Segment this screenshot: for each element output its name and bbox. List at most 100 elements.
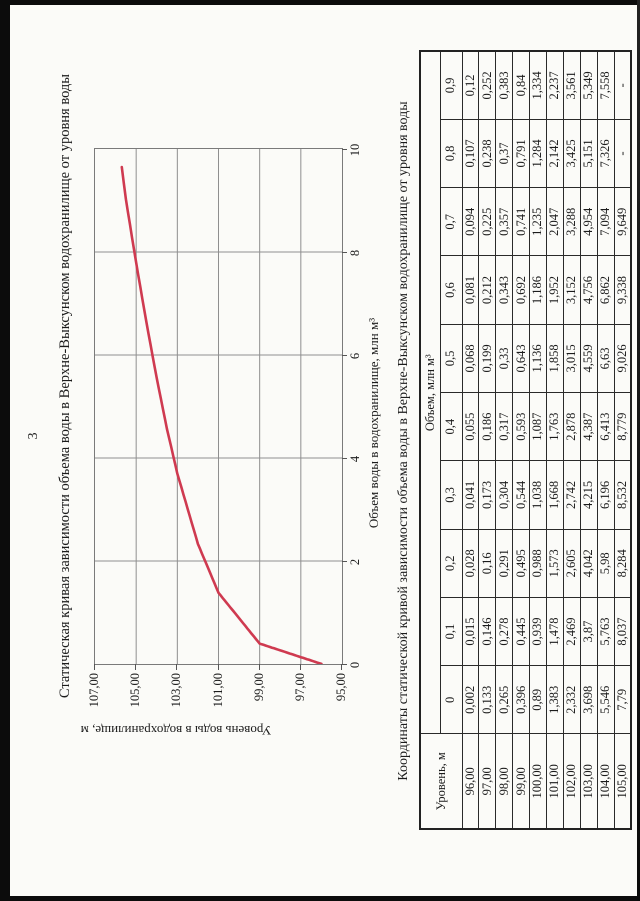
volume-cell: 0,212 [478, 255, 496, 325]
volume-cell: 0,291 [495, 529, 513, 598]
volume-cell: 0,593 [512, 392, 530, 461]
volume-cell: 7,326 [597, 119, 615, 188]
x-axis-title: Объем воды в водохранилище, млн м³ [366, 317, 381, 529]
x-tick-mark [342, 664, 347, 665]
x-axis-tick-label: 6 [348, 352, 362, 360]
volume-cell: 0,495 [512, 529, 530, 598]
level-header-cell: Уровень, м [420, 734, 462, 829]
volume-cell: 0,173 [478, 460, 496, 530]
volume-cell: 0,304 [495, 460, 513, 530]
volume-cell: 7,558 [597, 50, 615, 120]
volume-cell: 6,413 [597, 392, 615, 461]
volume-cell: 4,042 [580, 529, 598, 598]
volume-cell: 2,142 [546, 119, 564, 188]
volume-cell: 2,332 [563, 665, 581, 734]
chart-plot-area [94, 148, 343, 665]
table-row: 102,00 2,332 2,469 2,605 2,742 2,878 3,015 3,15… [563, 50, 581, 829]
x-tick-mark [342, 355, 347, 356]
volume-cell: 8,037 [614, 597, 631, 666]
volume-subheader-cell: 0,3 [440, 460, 462, 530]
level-cell: 104,00 [597, 734, 615, 829]
table-row: 98,00 0,265 0,278 0,291 0,304 0,317 0,33 0,343 0… [495, 50, 513, 829]
volume-cell: 0,015 [462, 597, 479, 666]
volume-cell: 0,225 [478, 187, 496, 256]
volume-cell: 7,094 [597, 187, 615, 256]
volume-cell: 2,469 [563, 597, 581, 666]
level-cell: 105,00 [614, 734, 631, 829]
volume-cell: 9,338 [614, 255, 631, 325]
volume-cell: 4,954 [580, 187, 598, 256]
volume-cell: 0,146 [478, 597, 496, 666]
volume-cell: 4,387 [580, 392, 598, 461]
x-tick-mark [342, 252, 347, 253]
volume-cell: 0,041 [462, 460, 479, 530]
volume-cell: 0,068 [462, 324, 479, 393]
curve-line [120, 165, 323, 664]
chart-title: Статическая кривая зависимости объема во… [57, 73, 73, 699]
volume-cell: 3,698 [580, 665, 598, 734]
level-cell: 100,00 [529, 734, 547, 829]
volume-cell: 3,425 [563, 119, 581, 188]
x-tick-mark [342, 149, 347, 150]
volume-cell: 0,186 [478, 392, 496, 461]
coordinates-table: Уровень, м Объем, млн м³ 0 0,1 0,2 0,3 0,4 0,… [419, 49, 632, 830]
volume-cell: 3,288 [563, 187, 581, 256]
volume-cell: 0,278 [495, 597, 513, 666]
table-row: 99,00 0,396 0,445 0,495 0,544 0,593 0,643 0,692… [512, 50, 530, 829]
volume-cell: 8,779 [614, 392, 631, 461]
chart-grid [95, 149, 342, 664]
volume-cell: 1,858 [546, 324, 564, 393]
volume-subheader-cell: 0,9 [440, 50, 462, 120]
volume-cell: 6,196 [597, 460, 615, 530]
volume-cell: 0,357 [495, 187, 513, 256]
level-cell: 98,00 [495, 734, 513, 829]
volume-cell: 5,763 [597, 597, 615, 666]
volume-cell: 1,334 [529, 50, 547, 120]
volume-cell: 8,532 [614, 460, 631, 530]
y-axis-tick-label: 95,00 [334, 673, 348, 702]
volume-subheader-cell: 0 [440, 665, 462, 734]
volume-cell: 0,028 [462, 529, 479, 598]
volume-cell: 0,643 [512, 324, 530, 393]
volume-subheader-cell: 0,6 [440, 255, 462, 325]
table-header-row: Уровень, м Объем, млн м³ [420, 50, 462, 829]
volume-subheader-cell: 0,2 [440, 529, 462, 598]
volume-cell: 3,015 [563, 324, 581, 393]
volume-cell: 0,33 [495, 324, 513, 393]
y-tick-mark [94, 664, 95, 670]
level-cell: 101,00 [546, 734, 564, 829]
volume-cell: 2,605 [563, 529, 581, 598]
x-axis-tick-label: 2 [348, 558, 362, 566]
volume-cell: 0,988 [529, 529, 547, 598]
volume-cell: 0,317 [495, 392, 513, 461]
volume-cell: 0,939 [529, 597, 547, 666]
table-row: 96,00 0,002 0,015 0,028 0,041 0,055 0,068 0,081… [462, 50, 479, 829]
volume-cell: 0,343 [495, 255, 513, 325]
table-body: 96,00 0,002 0,015 0,028 0,041 0,055 0,068 0,081… [462, 50, 631, 829]
page-number: 3 [26, 432, 41, 440]
volume-cell: 0,094 [462, 187, 479, 256]
volume-cell: 3,561 [563, 50, 581, 120]
y-tick-mark [258, 664, 260, 670]
volume-cell: 7,79 [614, 665, 631, 734]
table-row: 104,00 5,546 5,763 5,98 6,196 6,413 6,63 6,862 7… [597, 50, 615, 829]
volume-cell: 6,63 [597, 324, 615, 393]
volume-cell: 0,252 [478, 50, 496, 120]
level-cell: 102,00 [563, 734, 581, 829]
x-tick-mark [342, 458, 347, 459]
volume-cell: 0,383 [495, 50, 513, 120]
volume-cell: 9,026 [614, 324, 631, 393]
table-row: 101,00 1,383 1,478 1,573 1,668 1,763 1,858 1,95… [546, 50, 564, 829]
volume-cell: 2,237 [546, 50, 564, 120]
y-tick-mark [135, 664, 137, 670]
volume-cell: 0,12 [462, 50, 479, 120]
y-axis-tick-label: 101,00 [210, 673, 225, 708]
table-title: Координаты статической кривой зависимост… [396, 101, 411, 781]
volume-cell: 0,199 [478, 324, 496, 393]
y-axis-tick-label: 107,00 [87, 673, 101, 708]
volume-cell: 4,756 [580, 255, 598, 325]
table-row: 100,00 0,89 0,939 0,988 1,038 1,087 1,136 1,186… [529, 50, 547, 829]
volume-cell: 1,136 [529, 324, 547, 393]
volume-cell: 1,763 [546, 392, 564, 461]
volume-cell: 1,087 [529, 392, 547, 461]
